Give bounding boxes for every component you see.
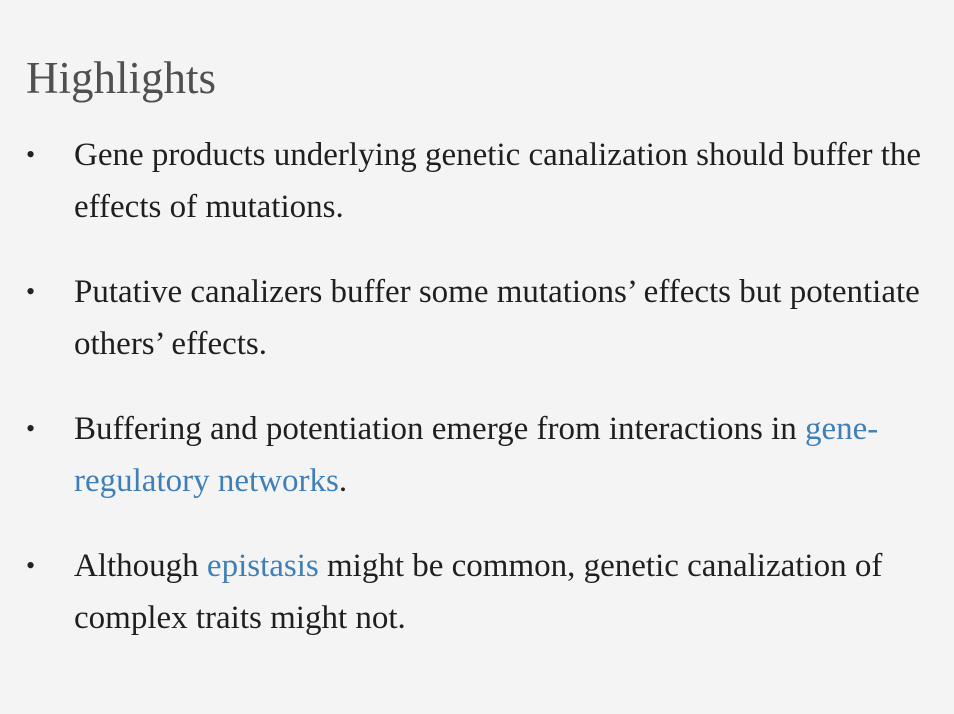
item-text-end: might be common, genetic canalization of…: [74, 548, 883, 636]
list-item: • Although epistasis might be common, ge…: [26, 540, 928, 644]
bullet-icon: •: [26, 140, 36, 169]
list-item: • Gene products underlying genetic canal…: [26, 129, 928, 233]
bullet-icon: •: [26, 551, 36, 580]
item-text-end: .: [338, 463, 348, 499]
item-text: Although: [74, 548, 207, 584]
list-item: • Buffering and potentiation emerge from…: [26, 403, 928, 507]
highlights-list: • Gene products underlying genetic canal…: [26, 129, 928, 644]
gene-regulatory-networks-link[interactable]: gene-regulatory networks: [74, 411, 879, 499]
bullet-icon: •: [26, 277, 36, 306]
bullet-icon: •: [26, 414, 36, 443]
item-text: Buffering and potentiation emerge from i…: [74, 411, 805, 447]
epistasis-link[interactable]: epistasis: [206, 548, 319, 584]
list-item: • Putative canalizers buffer some mutati…: [26, 266, 928, 370]
item-text: Gene products underlying genetic canaliz…: [74, 137, 922, 225]
item-text: Putative canalizers buffer some mutation…: [74, 274, 920, 362]
page-title: Highlights: [26, 53, 217, 103]
